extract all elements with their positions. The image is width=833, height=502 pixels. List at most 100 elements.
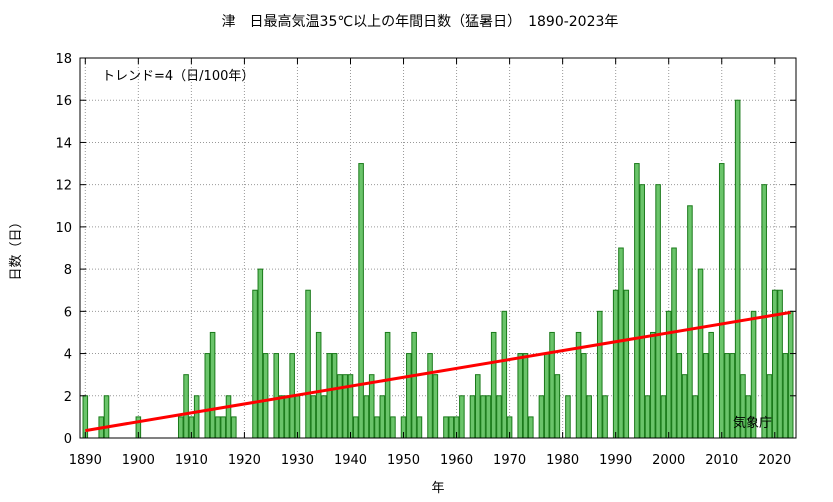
axes: 0 2 4 6 8 10 12 14 16 18 1890 1900 1910 1920 1930 1940 1… xyxy=(55,52,796,468)
source-label: 気象庁 xyxy=(733,415,772,431)
bar-1974 xyxy=(528,416,534,439)
bar-1936 xyxy=(326,353,333,439)
bar-1945 xyxy=(374,416,380,439)
bar-2005 xyxy=(692,395,699,439)
bar-1913 xyxy=(204,353,211,439)
bar-2023 xyxy=(787,310,794,439)
bar-1939 xyxy=(342,374,348,439)
bar-1933 xyxy=(310,395,317,439)
bar-1951 xyxy=(406,353,412,439)
bar-1941 xyxy=(353,416,359,439)
bar-1934 xyxy=(315,331,322,439)
bar-1998 xyxy=(655,184,661,439)
y-tick-label: 0 xyxy=(64,432,72,447)
bar-1909 xyxy=(183,374,189,439)
bar-1927 xyxy=(278,395,285,439)
bar-1948 xyxy=(390,416,396,439)
bar-1915 xyxy=(215,416,221,439)
bar-1976 xyxy=(538,395,545,439)
bar-1977 xyxy=(543,353,550,439)
bar-1997 xyxy=(650,331,656,439)
bar-1972 xyxy=(517,353,523,439)
bar-1922 xyxy=(252,289,258,439)
bar-1911 xyxy=(193,395,200,439)
y-tick-label: 12 xyxy=(55,179,72,194)
bar-1955 xyxy=(427,353,433,439)
y-axis-label: 日数（日） xyxy=(9,215,24,280)
x-tick-label: 2010 xyxy=(705,453,738,468)
bar-1968 xyxy=(496,395,502,439)
bar-1894 xyxy=(103,395,110,439)
bar-1991 xyxy=(618,247,624,439)
bar-2013 xyxy=(734,99,741,439)
bar-2010 xyxy=(718,163,725,439)
x-tick-label: 1890 xyxy=(69,453,102,468)
x-axis-label: 年 xyxy=(431,481,444,496)
bar-1914 xyxy=(209,331,216,439)
bar-1937 xyxy=(331,353,338,439)
bar-2000 xyxy=(665,310,672,439)
bar-1985 xyxy=(586,395,592,439)
bar-1956 xyxy=(432,374,439,439)
bar-1988 xyxy=(602,395,608,439)
bar-1987 xyxy=(596,310,603,439)
bar-1917 xyxy=(225,395,232,439)
bar-2001 xyxy=(671,247,677,439)
bar-1999 xyxy=(660,395,667,439)
bar-1924 xyxy=(262,353,269,439)
x-tick-label: 1900 xyxy=(122,453,155,468)
bar-1996 xyxy=(644,395,651,439)
y-tick-label: 10 xyxy=(55,221,72,236)
y-tick-label: 4 xyxy=(64,348,72,363)
bar-1963 xyxy=(469,395,476,439)
x-tick-label: 1990 xyxy=(599,453,632,468)
bar-1984 xyxy=(581,353,587,439)
x-tick-label: 1910 xyxy=(175,453,208,468)
bar-2008 xyxy=(708,331,714,439)
bar-2004 xyxy=(687,205,693,439)
bar-1932 xyxy=(305,289,311,439)
bar-1938 xyxy=(337,374,343,439)
x-tick-label: 1940 xyxy=(334,453,367,468)
bar-1930 xyxy=(294,395,301,439)
x-tick-label: 1950 xyxy=(387,453,420,468)
x-tick-label: 1970 xyxy=(493,453,526,468)
y-tick-label: 18 xyxy=(55,52,72,67)
bar-1926 xyxy=(273,353,280,439)
trend-line xyxy=(85,310,791,433)
bar-2006 xyxy=(697,268,704,439)
trend-annotation: トレンド=4（日/100年） xyxy=(102,69,254,84)
bar-1994 xyxy=(634,163,640,439)
x-tick-label: 2020 xyxy=(758,453,791,468)
bar-1992 xyxy=(623,289,630,439)
bar-2003 xyxy=(681,374,688,439)
chart-title: 津 日最高気温35℃以上の年間日数（猛暑日） 1890-2023年 xyxy=(222,13,619,30)
y-tick-label: 6 xyxy=(64,305,72,320)
y-tick-label: 8 xyxy=(64,263,72,278)
bar-1979 xyxy=(554,374,561,439)
bar-1935 xyxy=(321,395,327,439)
x-tick-label: 1930 xyxy=(281,453,314,468)
bar-1965 xyxy=(480,395,486,439)
bar-1967 xyxy=(490,331,497,439)
y-tick-label: 2 xyxy=(64,390,72,405)
bar-2022 xyxy=(782,353,789,439)
bar-1940 xyxy=(347,374,354,439)
bar-1995 xyxy=(639,184,645,439)
bar-1947 xyxy=(384,331,391,439)
bar-1966 xyxy=(485,395,492,439)
bar-1952 xyxy=(411,331,417,439)
bar-2018 xyxy=(761,184,767,439)
x-tick-label: 2000 xyxy=(652,453,685,468)
bar-1964 xyxy=(474,374,481,439)
bar-1973 xyxy=(522,353,529,439)
bar-1918 xyxy=(231,416,237,439)
x-tick-label: 1980 xyxy=(546,453,579,468)
bar-1923 xyxy=(257,268,264,439)
y-tick-label: 16 xyxy=(55,94,72,109)
bar-1969 xyxy=(501,310,508,439)
bar-1942 xyxy=(358,163,364,439)
bar-1981 xyxy=(565,395,571,439)
bar-1990 xyxy=(612,289,619,439)
